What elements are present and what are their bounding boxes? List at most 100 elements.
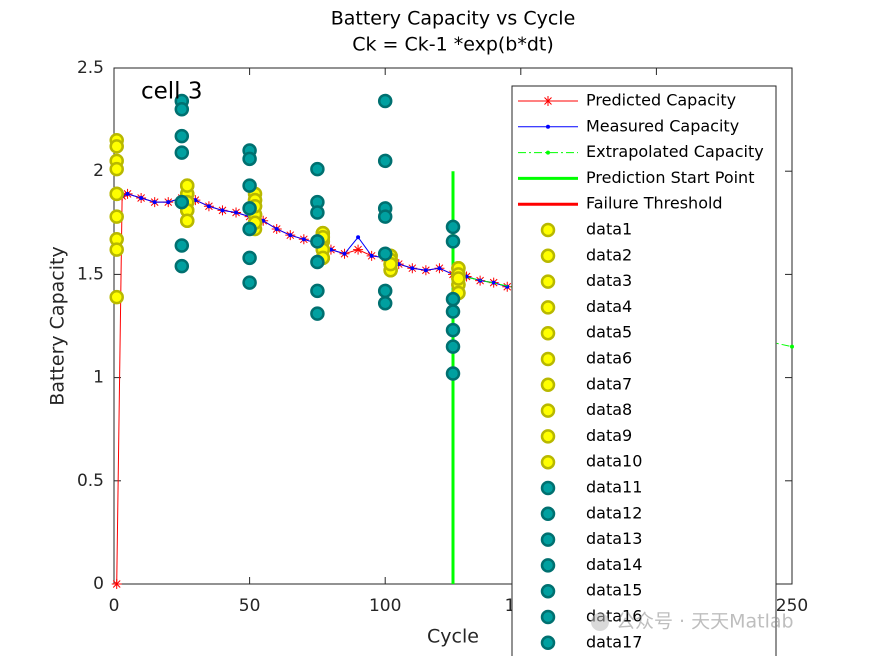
dot-marker [342,251,347,256]
y-tick-label: 0 [93,574,104,594]
dot-marker [166,200,171,205]
circle-marker [377,93,393,109]
legend-label: data17 [586,632,642,651]
circle-marker [242,151,257,167]
dot-marker [356,235,361,240]
circle-marker [242,201,257,216]
dot-marker [301,237,306,242]
circle-marker [540,454,556,470]
y-axis-label: Battery Capacity [47,246,69,405]
circle-marker [174,102,190,117]
circle-marker [310,283,325,299]
annotation: cell 3 [141,79,203,105]
y-tick-label: 2 [93,161,104,181]
dot-marker [125,191,130,196]
legend-label: data6 [586,349,632,368]
legend-label: data11 [586,478,642,497]
dot-marker [546,124,550,129]
circle-marker [179,213,195,228]
circle-marker [174,258,190,274]
circle-marker [109,289,124,305]
circle-marker [445,234,461,249]
dot-marker [369,253,374,258]
y-tick-label: 1.5 [77,264,104,284]
x-axis-label: Cycle [427,626,479,648]
circle-marker [242,178,257,193]
circle-marker [377,153,393,169]
dot-marker [274,226,279,231]
circle-marker [377,283,393,299]
circle-marker [540,506,556,522]
x-tick-label: 0 [109,596,120,616]
circle-marker [540,351,556,367]
circle-marker [310,234,325,249]
circle-marker [310,306,325,321]
circle-marker [310,254,325,270]
circle-marker [540,429,556,444]
circle-marker [540,403,556,418]
star-marker [111,579,122,589]
legend-label: data1 [586,220,632,239]
x-tick-label: 250 [776,596,808,616]
circle-marker [242,250,257,266]
legend-label: Predicted Capacity [586,91,736,110]
circle-marker [540,609,556,625]
circle-marker [445,291,461,307]
dot-marker [546,150,550,155]
circle-marker [445,366,461,381]
y-tick-label: 1 [93,368,104,388]
legend-label: data5 [586,323,632,342]
circle-marker [445,304,461,319]
circle-marker [377,246,393,262]
y-tick-label: 2.5 [77,58,104,78]
circle-marker [445,322,461,338]
circle-marker [174,238,190,253]
legend-label: data15 [586,581,642,600]
circle-marker [540,274,556,289]
dot-marker [234,210,239,215]
legend-label: data12 [586,503,642,522]
circle-marker [109,209,124,224]
star-marker [543,96,553,106]
legend-label: Failure Threshold [586,194,723,213]
circle-marker [109,186,124,202]
watermark-icon [591,613,609,631]
legend-label: data4 [586,297,632,316]
circle-marker [109,161,124,177]
circle-marker [540,222,556,238]
legend-label: data8 [586,400,632,419]
legend-label: data2 [586,245,632,264]
legend-label: Extrapolated Capacity [586,142,764,161]
legend-label: data10 [586,452,642,471]
circle-marker [174,145,190,160]
circle-marker [310,205,325,220]
circle-marker [540,635,556,651]
dot-marker [437,266,442,271]
dot-marker [288,233,293,238]
circle-marker [540,300,556,315]
x-tick-label: 50 [239,596,261,616]
circle-marker [445,339,461,354]
circle-marker [377,296,393,311]
legend-label: Measured Capacity [586,116,739,135]
circle-marker [540,558,556,573]
circle-marker [540,377,556,393]
dot-marker [790,344,794,349]
dot-marker [220,208,225,213]
circle-marker [174,128,190,144]
legend-label: data9 [586,426,632,445]
circle-marker [451,271,466,286]
circle-marker [310,161,325,177]
chart-subtitle: Ck = Ck-1 *exp(b*dt) [352,34,554,56]
circle-marker [540,325,556,341]
circle-marker [242,275,257,290]
circle-marker [109,242,124,257]
circle-marker [242,221,257,237]
legend-label: data13 [586,529,642,548]
circle-marker [445,219,461,235]
dot-marker [410,266,415,271]
legend-box [511,85,777,656]
y-tick-label: 0.5 [77,471,104,491]
circle-marker [540,532,556,547]
